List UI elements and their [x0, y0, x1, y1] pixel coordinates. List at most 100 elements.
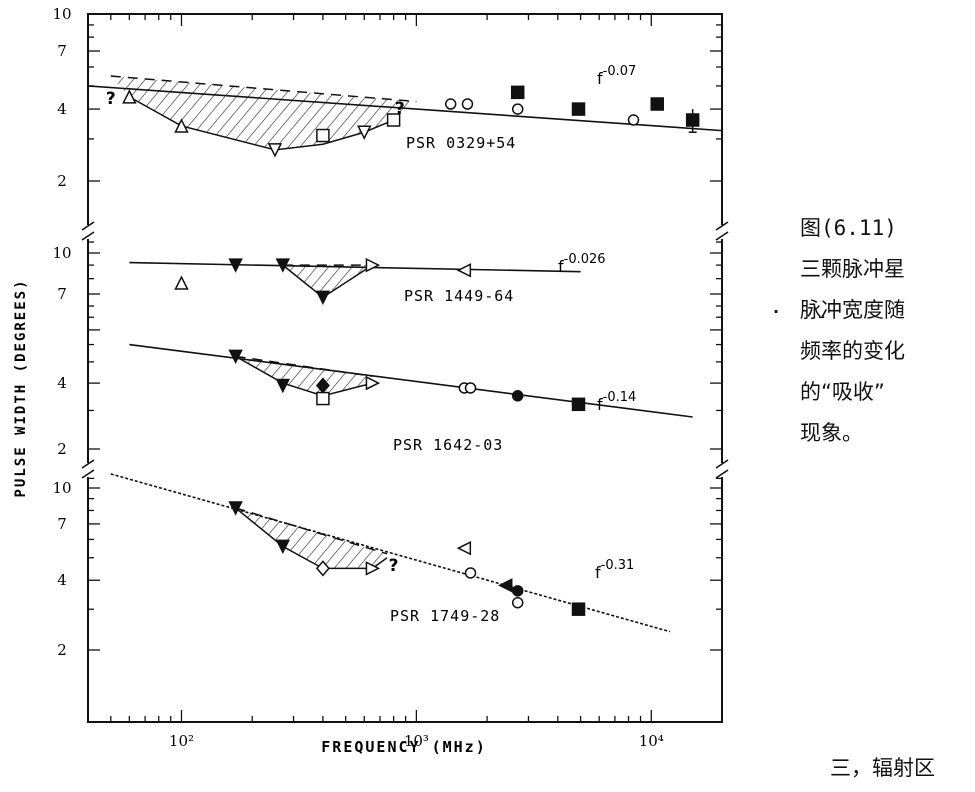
data-point [386, 113, 401, 127]
y-tick-label: 4 [57, 571, 67, 589]
uncertain-marker: ? [395, 99, 405, 119]
y-tick-label: 4 [57, 374, 67, 392]
data-point [174, 118, 189, 133]
data-point [511, 596, 524, 609]
caption-line: 的“吸收” [800, 380, 885, 404]
y-tick-label: 2 [57, 440, 67, 458]
fit-line [129, 343, 693, 418]
panel-psr-1449-64: PSR 1449-64 f-0.026 [129, 252, 606, 306]
data-point [275, 258, 291, 273]
fit-line [129, 261, 581, 273]
data-point [571, 602, 586, 616]
uncertain-marker: ? [106, 89, 116, 109]
axis-break-mark [81, 459, 95, 469]
caption-line: 脉冲宽度随 [800, 298, 905, 322]
x-axis-label: FREQUENCY (MHz) [321, 738, 486, 756]
data-point [510, 85, 525, 100]
y-tick-label: 10 [52, 244, 71, 262]
fit-exponent: -0.07 [603, 64, 637, 79]
data-point [315, 560, 330, 577]
data-point [228, 258, 243, 273]
data-point [498, 578, 513, 593]
axis-break-mark [715, 469, 729, 479]
fit-formula: f-0.026 [558, 252, 606, 276]
uncertain-marker: ? [389, 556, 399, 576]
pulsar-label: PSR 1449-64 [404, 287, 514, 305]
fit-exponent: -0.026 [564, 252, 606, 267]
x-tick-label: 10² [169, 732, 194, 750]
y-tick-label: 2 [57, 641, 67, 659]
y-tick-label: 2 [57, 172, 67, 190]
axis-break-mark [81, 221, 95, 231]
error-bar [688, 109, 697, 133]
axis-break-mark [715, 231, 729, 241]
fit-formula: f-0.07 [597, 64, 636, 88]
extrapolation-dashed-line [110, 75, 417, 103]
data-point [511, 390, 524, 402]
pulsar-label: PSR 1749-28 [390, 607, 500, 625]
absorption-hatch [110, 76, 417, 150]
stray-dot: · [773, 302, 780, 321]
extrapolation-dashed-line [235, 507, 388, 555]
y-tick-label: 7 [57, 515, 67, 533]
fit-formula: f-0.14 [597, 390, 636, 414]
data-point [464, 567, 477, 579]
y-axis-label: PULSE WIDTH (DEGREES) [13, 278, 29, 497]
fit-line [87, 85, 723, 132]
y-tick-label: 4 [57, 100, 67, 118]
y-tick-label: 10 [52, 479, 71, 497]
panel-psr-1749-28: ? PSR 1749-28 f-0.31 [110, 473, 671, 633]
data-point [316, 391, 330, 406]
y-tick-label: 7 [57, 285, 67, 303]
data-point [122, 89, 137, 104]
absorption-hatch [235, 507, 388, 569]
axis-break-mark [715, 459, 729, 469]
fit-line [110, 473, 671, 633]
absorbed-curve [128, 96, 394, 151]
data-point [444, 98, 457, 110]
data-point [315, 290, 331, 306]
fit-exponent: -0.14 [603, 390, 637, 405]
stray-dash: - [818, 304, 826, 328]
data-point [511, 585, 524, 597]
panel-psr-0329-54: ? ?PSR 0329+54f-0.07 [87, 64, 723, 158]
absorption-hatch [282, 265, 373, 298]
data-point [571, 397, 586, 412]
data-point [456, 263, 472, 278]
data-point [316, 128, 330, 143]
extrapolation-dashed-line [235, 355, 373, 377]
pulsar-label: PSR 1642-03 [393, 436, 503, 454]
data-point [650, 97, 664, 111]
caption-line: 三颗脉冲星 [800, 257, 905, 281]
data-point [456, 540, 472, 556]
data-point [228, 501, 243, 516]
data-point [357, 125, 372, 140]
data-point [365, 375, 381, 391]
axis-break-mark [81, 231, 95, 241]
caption-line: 频率的变化 [800, 339, 905, 363]
y-tick-label: 7 [57, 42, 67, 60]
data-point [461, 98, 474, 110]
data-point [511, 103, 524, 115]
fit-exponent: -0.31 [601, 558, 635, 573]
y-tick-label: 10 [52, 5, 71, 23]
x-tick-label: 10⁴ [639, 732, 664, 750]
pulsar-label: PSR 0329+54 [406, 134, 516, 152]
caption-line: 现象。 [800, 421, 863, 445]
data-point [365, 561, 381, 576]
footer-text: 三，辐射区 [830, 756, 935, 780]
axis-break-mark [81, 469, 95, 479]
data-point [571, 102, 586, 116]
x-tick-label: 10³ [404, 732, 429, 750]
data-point [275, 539, 291, 555]
data-point [174, 275, 189, 290]
plot-frame: 10² 10³ 10⁴ 10 7 4 2 10 7 4 2 10 7 4 2 [52, 5, 729, 750]
fit-formula: f-0.31 [595, 558, 634, 582]
data-point [267, 143, 283, 158]
absorption-hatch [235, 356, 373, 396]
data-point [627, 114, 640, 126]
data-point [275, 378, 291, 394]
data-point [464, 382, 477, 394]
